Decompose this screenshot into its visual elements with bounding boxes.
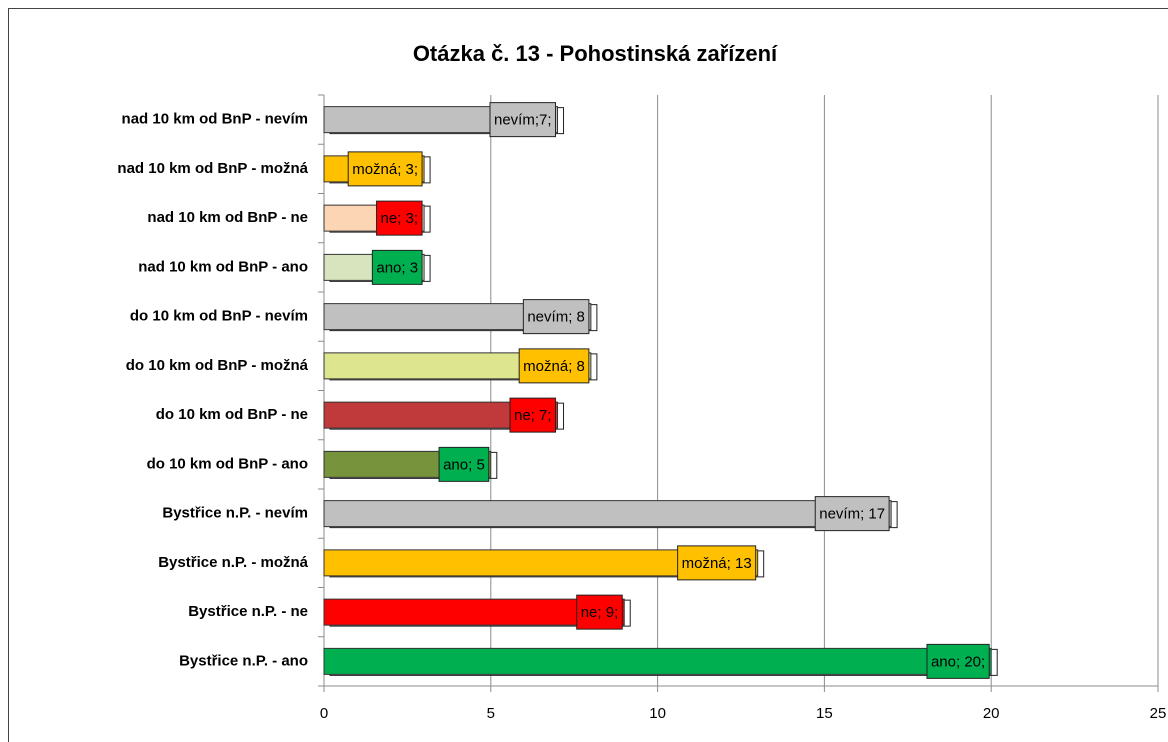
y-tick-label: Bystřice n.P. - ano	[179, 652, 308, 669]
data-label-box	[509, 397, 557, 433]
bar	[323, 647, 992, 675]
data-label-box	[814, 496, 890, 532]
data-label: ano; 3	[376, 259, 418, 276]
chart-title: Otázka č. 13 - Pohostinská zařízení	[413, 41, 778, 66]
data-label: možná; 8	[523, 358, 585, 375]
data-label-box	[926, 643, 990, 679]
data-label: nevím;7;	[494, 112, 552, 129]
bar	[323, 500, 892, 528]
data-label-box	[489, 102, 557, 138]
x-tick-label: 25	[1150, 705, 1167, 722]
data-label-box	[376, 200, 423, 236]
data-label: možná; 13	[682, 555, 752, 572]
data-label-box	[677, 545, 757, 581]
x-tick-label: 0	[320, 705, 328, 722]
y-tick-label: nad 10 km od BnP - ne	[147, 209, 308, 226]
y-tick-label: do 10 km od BnP - nevím	[130, 308, 308, 325]
data-label: ano; 20;	[931, 653, 985, 670]
x-tick-label: 15	[816, 705, 833, 722]
data-label: ano; 5	[443, 456, 485, 473]
y-tick-label: nad 10 km od BnP - nevím	[122, 111, 308, 128]
data-label-box	[522, 299, 590, 335]
x-tick-label: 10	[649, 705, 666, 722]
y-tick-label: do 10 km od BnP - možná	[126, 357, 309, 374]
x-tick-label: 5	[487, 705, 495, 722]
data-label: ne; 9;	[581, 604, 619, 621]
data-label-box	[576, 594, 623, 630]
data-label: nevím; 17	[819, 506, 885, 523]
y-tick-label: do 10 km od BnP - ne	[156, 406, 308, 423]
data-label: možná; 3;	[352, 161, 418, 178]
y-tick-label: Bystřice n.P. - nevím	[162, 505, 308, 522]
data-label-box	[347, 151, 423, 187]
data-label: nevím; 8	[527, 309, 585, 326]
y-tick-label: do 10 km od BnP - ano	[147, 455, 308, 472]
data-label-box	[518, 348, 590, 384]
data-label: ne; 3;	[381, 210, 419, 227]
data-label-box	[438, 446, 490, 482]
y-tick-label: nad 10 km od BnP - ano	[138, 258, 308, 275]
x-tick-label: 20	[983, 705, 1000, 722]
y-tick-label: Bystřice n.P. - možná	[158, 554, 308, 571]
bar	[323, 598, 625, 626]
data-label-box	[371, 249, 423, 285]
y-tick-label: Bystřice n.P. - ne	[188, 603, 308, 620]
data-label: ne; 7;	[514, 407, 552, 424]
y-tick-label: nad 10 km od BnP - možná	[117, 160, 308, 177]
